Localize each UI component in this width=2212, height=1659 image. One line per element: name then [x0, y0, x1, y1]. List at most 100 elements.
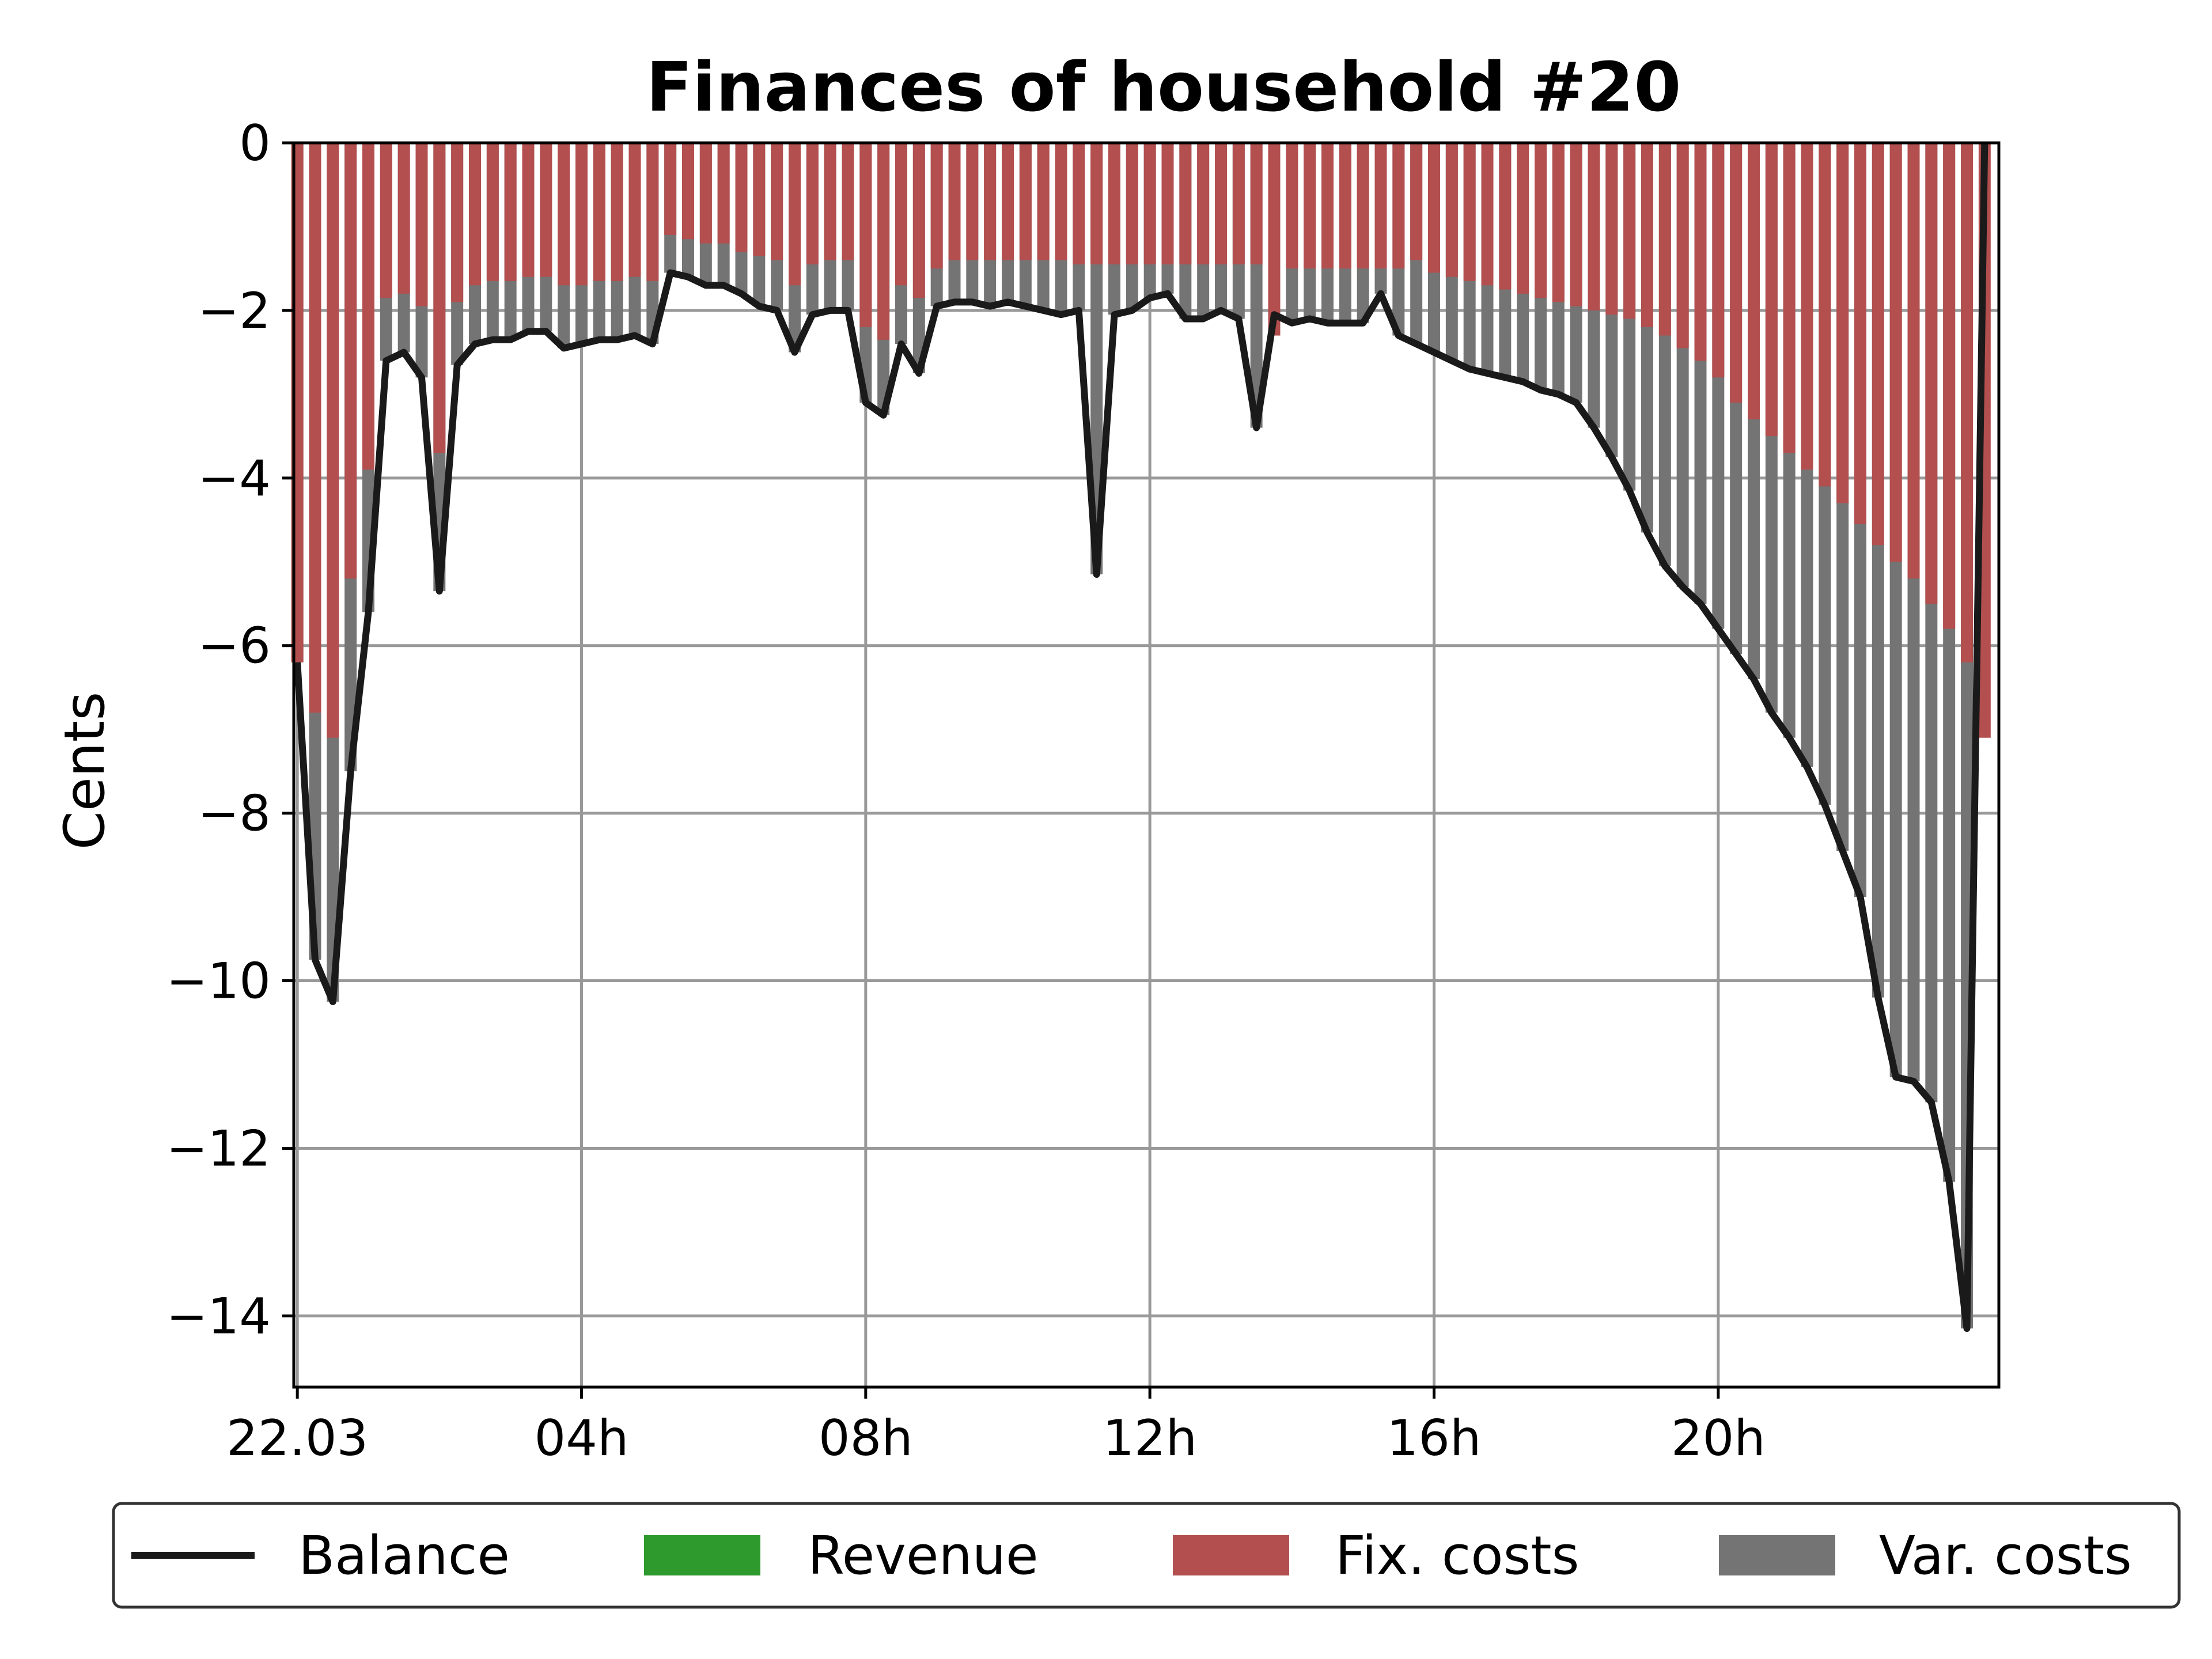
- fixed-cost-bar: [1197, 143, 1209, 264]
- fixed-cost-bar: [1162, 143, 1174, 264]
- fixed-cost-bar: [1890, 143, 1902, 562]
- fixed-cost-bar: [1535, 143, 1547, 298]
- fixed-cost-bar: [1304, 143, 1316, 268]
- fixed-cost-bar: [380, 143, 392, 298]
- fixed-cost-bar: [629, 143, 641, 277]
- y-tick-label: −14: [166, 1287, 271, 1345]
- fixed-cost-bar: [1605, 143, 1618, 315]
- y-axis-label: Cents: [52, 692, 117, 850]
- fixed-cost-bar: [327, 143, 339, 738]
- fixed-cost-bar: [505, 143, 517, 281]
- y-tick-label: −6: [198, 618, 271, 675]
- fixed-cost-bar: [487, 143, 499, 281]
- x-tick-label: 20h: [1671, 1410, 1766, 1467]
- fixed-cost-bar: [1321, 143, 1334, 268]
- fixed-cost-bar: [736, 143, 748, 252]
- fixed-cost-bar: [1570, 143, 1582, 306]
- legend-revenue-label: Revenue: [808, 1525, 1039, 1586]
- fixed-cost-bar: [1961, 143, 1973, 662]
- fixed-cost-bar: [398, 143, 410, 294]
- fixed-cost-bar: [1002, 143, 1014, 260]
- fixed-cost-bar: [1339, 143, 1351, 268]
- fixed-cost-bar: [1428, 143, 1440, 272]
- legend: Balance Revenue Fix. costs Var. costs: [113, 1503, 2179, 1607]
- fixed-cost-bar: [789, 143, 801, 285]
- legend-variable-costs-swatch: [1719, 1535, 1835, 1575]
- fixed-cost-bar: [558, 143, 570, 285]
- x-tick-label: 16h: [1387, 1410, 1482, 1467]
- fixed-cost-bar: [1783, 143, 1796, 453]
- fixed-cost-bar: [1872, 143, 1884, 545]
- fixed-cost-bar: [1712, 143, 1724, 377]
- fixed-cost-bar: [1286, 143, 1298, 268]
- fixed-cost-bar: [1819, 143, 1831, 486]
- fixed-cost-bar: [753, 143, 765, 256]
- fixed-cost-bar: [1251, 143, 1263, 264]
- fixed-cost-bar: [1925, 143, 1937, 604]
- legend-balance-label: Balance: [298, 1525, 510, 1586]
- fixed-cost-bar: [646, 143, 658, 281]
- fixed-cost-bar: [1623, 143, 1635, 319]
- fixed-cost-bar: [1854, 143, 1866, 524]
- x-tick-label: 08h: [819, 1410, 913, 1467]
- fixed-cost-bar: [309, 143, 321, 713]
- legend-fixed-costs-swatch: [1173, 1535, 1289, 1575]
- fixed-cost-bar: [1552, 143, 1565, 302]
- fixed-cost-bar: [771, 143, 783, 260]
- fixed-cost-bar: [1410, 143, 1422, 260]
- fixed-cost-bar: [842, 143, 854, 260]
- fixed-cost-bar: [1588, 143, 1600, 310]
- fixed-cost-bar: [1748, 143, 1760, 419]
- fixed-cost-bar: [1908, 143, 1920, 578]
- fixed-cost-bar: [540, 143, 552, 277]
- y-tick-label: −2: [198, 282, 271, 340]
- fixed-cost-bar: [824, 143, 836, 260]
- fixed-cost-bar: [682, 143, 694, 239]
- y-tick-label: 0: [239, 115, 271, 172]
- fixed-cost-bar: [1641, 143, 1653, 327]
- fixed-cost-bar: [1730, 143, 1742, 403]
- y-tick-label: −10: [166, 953, 271, 1010]
- fixed-cost-bar: [1482, 143, 1494, 285]
- x-tick-label: 04h: [535, 1410, 629, 1467]
- fixed-cost-bar: [1766, 143, 1778, 436]
- fixed-cost-bar: [984, 143, 996, 260]
- fixed-cost-bar: [1375, 143, 1387, 268]
- fixed-cost-bar: [913, 143, 925, 298]
- fixed-cost-bar: [1357, 143, 1369, 268]
- fixed-cost-bar: [433, 143, 445, 453]
- fixed-cost-bar: [1037, 143, 1050, 260]
- fixed-cost-bar: [1126, 143, 1138, 264]
- fixed-cost-bar: [362, 143, 374, 469]
- legend-fixed-costs-label: Fix. costs: [1335, 1525, 1580, 1586]
- fixed-cost-bar: [1659, 143, 1671, 336]
- fixed-cost-bar: [1020, 143, 1032, 260]
- fixed-cost-bar: [1517, 143, 1529, 294]
- fixed-cost-bar: [522, 143, 535, 277]
- fixed-cost-bar: [1695, 143, 1707, 361]
- x-tick-label: 12h: [1103, 1410, 1197, 1467]
- fixed-cost-bar: [416, 143, 428, 306]
- fixed-cost-bar: [611, 143, 623, 281]
- fixed-cost-bar: [1446, 143, 1458, 277]
- fixed-cost-bar: [1464, 143, 1476, 281]
- fixed-cost-bar: [1392, 143, 1404, 268]
- fixed-cost-bar: [1055, 143, 1067, 260]
- fixed-cost-bar: [664, 143, 676, 235]
- fixed-cost-bar: [931, 143, 943, 268]
- fixed-cost-bar: [1179, 143, 1191, 264]
- y-tick-label: −8: [198, 785, 271, 843]
- chart-title: Finances of household #20: [646, 47, 1681, 127]
- fixed-cost-bar: [1233, 143, 1245, 264]
- fixed-cost-bar: [1108, 143, 1120, 264]
- y-tick-label: −12: [166, 1120, 271, 1177]
- fixed-cost-bar: [718, 143, 730, 244]
- fixed-cost-bar: [451, 143, 463, 302]
- fixed-cost-bar: [859, 143, 872, 327]
- fixed-cost-bar: [1144, 143, 1156, 264]
- y-tick-label: −4: [198, 450, 271, 507]
- fixed-cost-bar: [949, 143, 961, 260]
- fixed-cost-bar: [469, 143, 481, 285]
- fixed-cost-bar: [1943, 143, 1955, 629]
